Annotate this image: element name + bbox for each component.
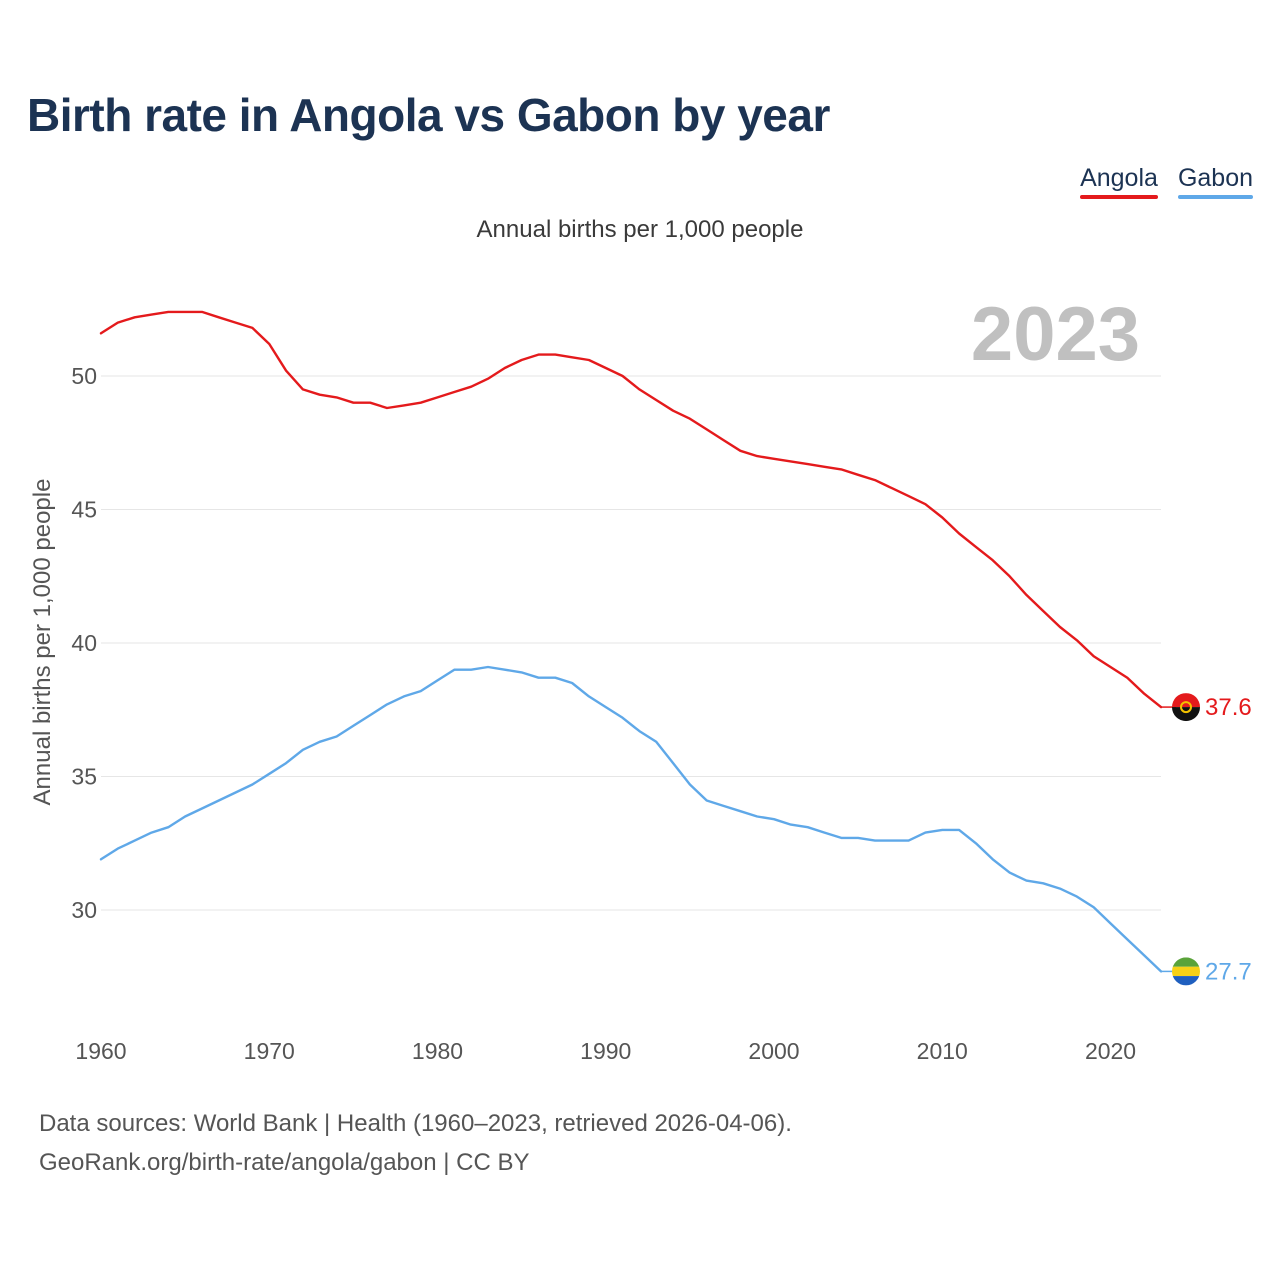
legend-label-angola: Angola bbox=[1080, 164, 1158, 192]
y-tick-35: 35 bbox=[71, 764, 97, 790]
series-line-gabon bbox=[99, 665, 1163, 973]
gabon-flag-icon bbox=[1172, 957, 1200, 986]
angola-flag-red bbox=[1172, 693, 1200, 708]
y-axis-ticks: 30 35 40 45 50 bbox=[71, 363, 97, 923]
series-lines bbox=[99, 310, 1163, 973]
x-tick-1970: 1970 bbox=[244, 1038, 295, 1064]
end-label-angola: 37.6 bbox=[1205, 694, 1252, 721]
gridlines bbox=[101, 375, 1161, 911]
source-note: Data sources: World Bank | Health (1960–… bbox=[39, 1110, 792, 1137]
x-tick-2010: 2010 bbox=[917, 1038, 968, 1064]
legend-swatch-angola bbox=[1080, 195, 1158, 199]
chart-title: Birth rate in Angola vs Gabon by year bbox=[27, 89, 830, 141]
gabon-flag-green bbox=[1172, 957, 1200, 967]
end-markers: 37.6 27.7 bbox=[1161, 693, 1252, 986]
x-axis-ticks: 1960 1970 1980 1990 2000 2010 2020 bbox=[75, 1038, 1136, 1064]
angola-flag-fill bbox=[1172, 693, 1200, 722]
angola-flag-icon bbox=[1172, 693, 1200, 722]
legend-label-gabon: Gabon bbox=[1177, 164, 1253, 192]
y-tick-50: 50 bbox=[71, 363, 97, 389]
chart-subtitle: Annual births per 1,000 people bbox=[476, 216, 804, 243]
gabon-flag-yellow bbox=[1172, 966, 1200, 977]
legend: Angola Gabon bbox=[1080, 164, 1253, 199]
angola-flag-black bbox=[1172, 707, 1200, 722]
series-line-angola bbox=[99, 310, 1163, 709]
y-tick-45: 45 bbox=[71, 497, 97, 523]
x-tick-1990: 1990 bbox=[580, 1038, 631, 1064]
credit-link[interactable]: GeoRank.org/birth-rate/angola/gabon | CC… bbox=[39, 1149, 530, 1176]
y-tick-40: 40 bbox=[71, 630, 97, 656]
footer: Data sources: World Bank | Health (1960–… bbox=[39, 1104, 792, 1182]
y-tick-30: 30 bbox=[71, 897, 97, 923]
y-axis-label: Annual births per 1,000 people bbox=[29, 479, 56, 806]
year-watermark: 2023 bbox=[971, 292, 1140, 377]
x-tick-1980: 1980 bbox=[412, 1038, 463, 1064]
gabon-flag-fill bbox=[1172, 957, 1200, 986]
legend-item-gabon[interactable]: Gabon bbox=[1177, 164, 1253, 199]
x-tick-2020: 2020 bbox=[1085, 1038, 1136, 1064]
end-label-gabon: 27.7 bbox=[1205, 958, 1252, 985]
legend-swatch-gabon bbox=[1177, 195, 1253, 199]
gabon-flag-blue bbox=[1172, 976, 1200, 986]
x-tick-2000: 2000 bbox=[748, 1038, 799, 1064]
x-tick-1960: 1960 bbox=[75, 1038, 126, 1064]
angola-flag-emblem bbox=[1180, 701, 1192, 714]
legend-item-angola[interactable]: Angola bbox=[1080, 164, 1158, 199]
